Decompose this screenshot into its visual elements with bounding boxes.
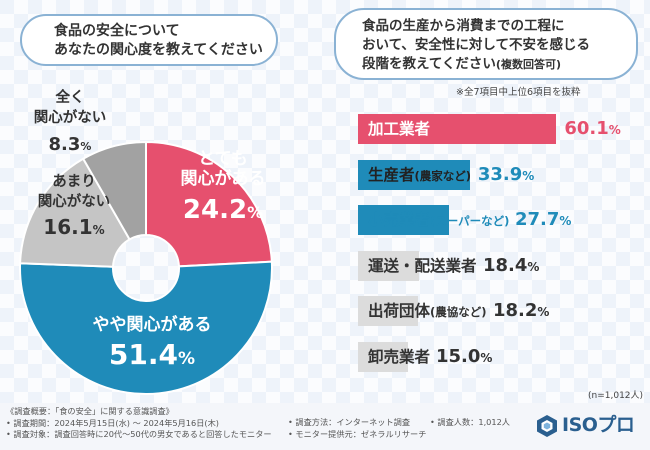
pie-label-not-at-all-interested: 関心がない bbox=[34, 108, 107, 126]
pie-slice-not-at-all-interested bbox=[81, 140, 147, 241]
bar-label-shipping-org: 出荷団体(農協など) bbox=[368, 302, 487, 320]
bar-processor bbox=[358, 114, 557, 144]
bar-value-producer: 33.9% bbox=[477, 163, 535, 185]
pie-label-very-interested: とても bbox=[198, 149, 248, 169]
isopro-logo: ISOプロ bbox=[536, 411, 635, 441]
hexagon-logo-icon bbox=[537, 415, 557, 437]
bar-wholesaler bbox=[358, 341, 408, 372]
logo-text: ISOプロ bbox=[562, 414, 635, 437]
pie-label-not-at-all-interested: 全く bbox=[55, 88, 85, 106]
right-question-box: 食品の生産から消費までの工程に おいて、安全性に対して不安を感じる 段階を教えて… bbox=[334, 8, 638, 80]
bar-value-processor: 60.1% bbox=[564, 118, 621, 139]
pie-slice-somewhat-interested bbox=[19, 260, 273, 395]
footer-provider: • モニター提供元：ゼネラルリサーチ bbox=[288, 428, 427, 439]
sample-size-note: (n=1,012人) bbox=[588, 391, 644, 401]
footer-summary: 《調査概要：「食の安全」に関する意識調査》 bbox=[6, 406, 174, 416]
bar-value-shipping-org: 18.2% bbox=[493, 300, 550, 321]
pie-value-not-at-all-interested: 8.3% bbox=[49, 134, 92, 155]
pie-label-not-very-interested: あまり bbox=[52, 173, 96, 190]
bar-retailer bbox=[358, 205, 450, 235]
pie-value-not-very-interested: 16.1% bbox=[43, 215, 104, 239]
footer-method: • 調査方法：インターネット調査 bbox=[288, 417, 411, 427]
survey-footer: 《調査概要：「食の安全」に関する意識調査》 • 調査期間：2024年5月15日(… bbox=[0, 403, 650, 450]
pie-slice-very-interested bbox=[145, 140, 273, 268]
bar-value-transport: 18.4% bbox=[483, 254, 540, 276]
excerpt-note: ※全7項目中上位6項目を抜粋 bbox=[456, 87, 581, 98]
footer-target: • 調査対象：調査回答時に20代～50代の男女であると回答したモニター bbox=[6, 429, 272, 439]
left-question-line1: 食品の安全について bbox=[54, 23, 180, 39]
bar-label-producer: 生産者(農家など) bbox=[368, 165, 472, 184]
pie-value-somewhat-interested: 51.4% bbox=[109, 338, 195, 371]
bar-label-retailer: 小売業者(スーパーなど) bbox=[368, 211, 510, 229]
bar-label-processor: 加工業者 bbox=[368, 120, 431, 138]
pie-label-very-interested: 関心がある bbox=[181, 168, 266, 189]
footer-left: 《調査概要：「食の安全」に関する意識調査》 • 調査期間：2024年5月15日(… bbox=[6, 406, 272, 441]
footer-middle: • 調査方法：インターネット調査 • モニター提供元：ゼネラルリサーチ bbox=[288, 417, 426, 440]
right-question-line2: おいて、安全性に対して不安を感じる bbox=[362, 37, 591, 53]
footer-respondents: • 調査人数：1,012人 bbox=[430, 417, 510, 427]
bar-shipping-org bbox=[358, 296, 419, 326]
bar-label-wholesaler: 卸売業者 bbox=[368, 347, 431, 366]
pie-label-not-very-interested: 関心がない bbox=[38, 192, 111, 210]
bar-label-transport: 運送・配送業者 bbox=[368, 256, 477, 275]
right-question-line3-wrap: 段階を教えてください(複数回答可) bbox=[362, 55, 636, 74]
right-question-line1: 食品の生産から消費までの工程に bbox=[362, 18, 565, 34]
right-question-line3-small: (複数回答可) bbox=[495, 58, 561, 71]
right-question-line3: 段階を教えてください bbox=[362, 56, 496, 72]
footer-period: • 調査期間：2024年5月15日(水) ～ 2024年5月16日(木) bbox=[6, 417, 219, 428]
left-question-line2: あなたの関心度を教えてください bbox=[54, 42, 263, 58]
bar-value-wholesaler: 15.0% bbox=[436, 345, 493, 367]
pie-slice-not-very-interested bbox=[19, 157, 131, 268]
left-question-box: 食品の安全について あなたの関心度を教えてください bbox=[20, 14, 278, 66]
pie-label-somewhat-interested: やや関心がある bbox=[93, 314, 212, 335]
bar-producer bbox=[358, 159, 470, 190]
bar-value-retailer: 27.7% bbox=[515, 209, 572, 230]
pie-value-very-interested: 24.2% bbox=[183, 195, 263, 225]
footer-right: • 調査人数：1,012人 bbox=[430, 417, 510, 429]
bar-transport bbox=[358, 250, 419, 281]
